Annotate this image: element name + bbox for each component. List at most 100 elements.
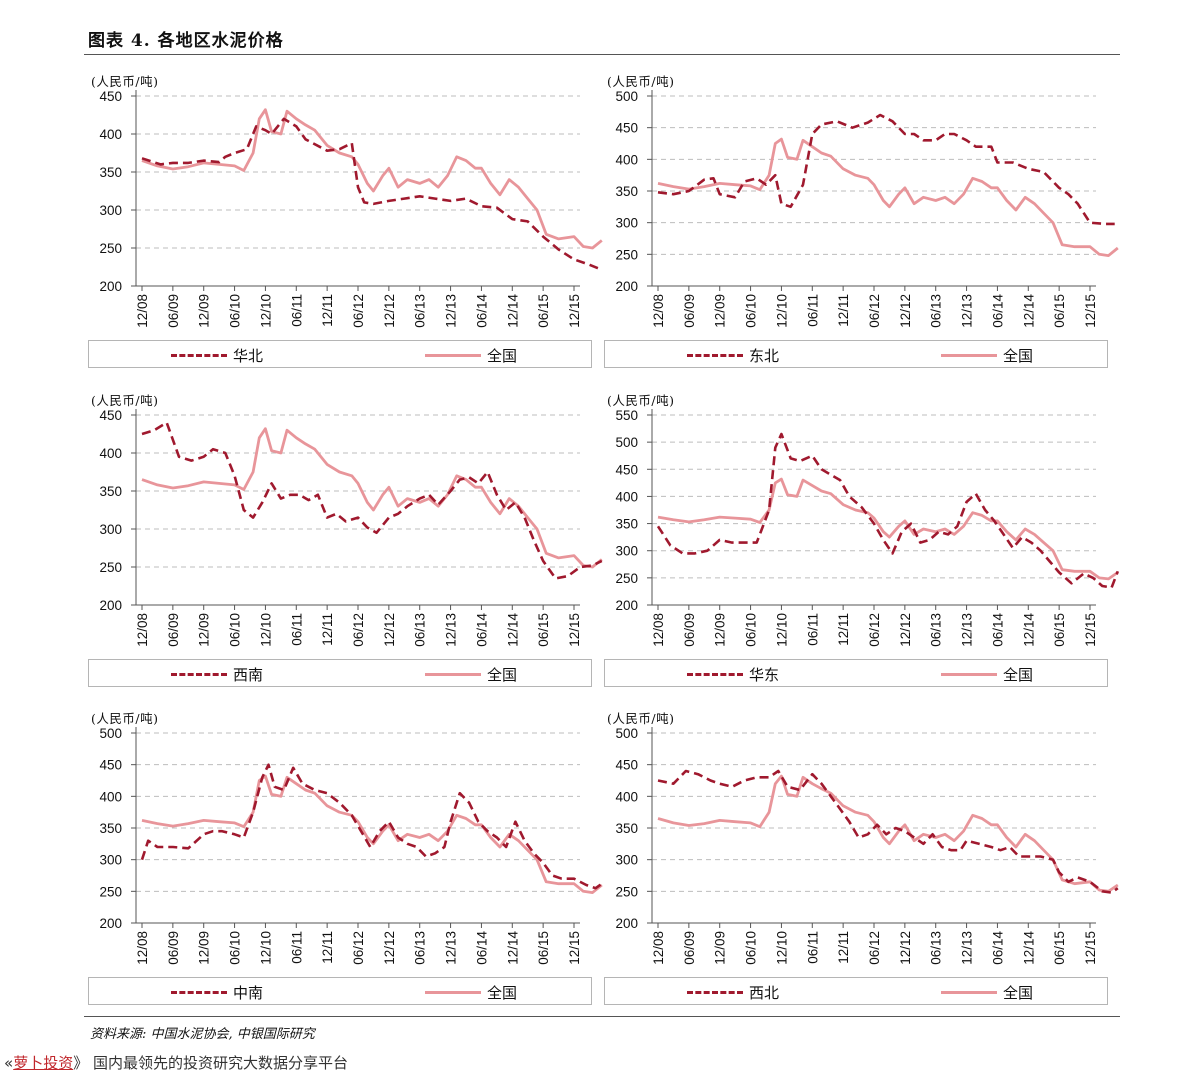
series-line-regional bbox=[657, 769, 1119, 894]
legend-label: 中南 bbox=[233, 984, 264, 1002]
x-tick-label: 06/10 bbox=[228, 294, 243, 328]
chart-panel-6: (人民币/吨) 200 250 300 350 400 450 500 12/08 06/09 12… bbox=[604, 705, 1119, 1005]
y-unit-label: (人民币/吨) bbox=[607, 393, 675, 408]
x-tick-label: 06/12 bbox=[351, 613, 366, 647]
y-tick-label: 500 bbox=[615, 726, 638, 741]
y-tick-label: 250 bbox=[99, 884, 122, 899]
series-line-national bbox=[657, 137, 1119, 257]
y-unit-label: (人民币/吨) bbox=[607, 74, 675, 89]
legend-swatch-solid bbox=[941, 991, 997, 994]
series-line-national bbox=[141, 774, 603, 894]
x-tick-label: 06/11 bbox=[805, 931, 820, 964]
x-tick-label: 06/09 bbox=[166, 294, 181, 328]
x-tick-label: 06/13 bbox=[413, 294, 428, 328]
chart-svg: 200 250 300 350 400 450 12/08 06/09 12/09 06/10 12… bbox=[99, 408, 603, 647]
y-tick-label: 350 bbox=[99, 821, 122, 836]
x-tick-label: 06/10 bbox=[228, 613, 243, 647]
y-tick-label: 250 bbox=[615, 571, 638, 586]
x-tick-label: 12/11 bbox=[320, 931, 335, 964]
x-tick-label: 12/13 bbox=[444, 931, 459, 965]
y-tick-label: 200 bbox=[615, 916, 638, 931]
x-tick-label: 12/10 bbox=[774, 613, 789, 647]
footer-link[interactable]: 萝卜投资 bbox=[13, 1054, 74, 1072]
legend-swatch-solid bbox=[425, 354, 481, 357]
y-unit-label: (人民币/吨) bbox=[91, 393, 159, 408]
y-tick-label: 500 bbox=[615, 89, 638, 104]
legend-label: 全国 bbox=[487, 347, 518, 365]
x-tick-label: 06/09 bbox=[682, 613, 697, 647]
x-tick-label: 12/13 bbox=[960, 294, 975, 328]
chart-svg: 200 250 300 350 400 450 500 12/08 06/09 12/09 06/1… bbox=[99, 726, 603, 965]
x-tick-label: 12/08 bbox=[135, 613, 150, 647]
x-tick-label: 12/08 bbox=[651, 613, 666, 647]
chart-svg: 200 250 300 350 400 450 12/08 06/09 12/09 06/10 12… bbox=[99, 89, 603, 328]
footer-text: 》 国内最领先的投资研究大数据分享平台 bbox=[73, 1054, 348, 1072]
legend-label: 东北 bbox=[749, 347, 780, 365]
y-tick-label: 200 bbox=[99, 916, 122, 931]
x-tick-label: 06/14 bbox=[990, 294, 1005, 328]
y-tick-label: 500 bbox=[99, 726, 122, 741]
legend-swatch-solid bbox=[425, 673, 481, 676]
legend-swatch-solid bbox=[425, 991, 481, 994]
legend-swatch-solid bbox=[941, 354, 997, 357]
y-tick-label: 300 bbox=[99, 522, 122, 537]
x-tick-label: 06/11 bbox=[289, 613, 304, 646]
legend-label: 全国 bbox=[1003, 984, 1034, 1002]
x-tick-label: 12/13 bbox=[444, 613, 459, 647]
y-tick-label: 400 bbox=[615, 789, 638, 804]
y-tick-label: 400 bbox=[99, 789, 122, 804]
x-tick-label: 12/15 bbox=[1083, 613, 1098, 647]
x-tick-label: 06/15 bbox=[1052, 294, 1067, 328]
x-tick-label: 06/10 bbox=[744, 294, 759, 328]
x-tick-label: 06/11 bbox=[805, 294, 820, 327]
y-tick-label: 200 bbox=[99, 598, 122, 613]
y-tick-label: 300 bbox=[615, 853, 638, 868]
chart-panel-2: (人民币/吨) 200 250 300 350 400 450 500 12/08 06/09 12… bbox=[604, 68, 1119, 368]
x-tick-label: 12/09 bbox=[197, 294, 212, 328]
x-tick-label: 12/15 bbox=[567, 931, 582, 965]
legend: 华北 全国 bbox=[88, 340, 592, 368]
source-rule bbox=[84, 1016, 1120, 1017]
legend-label: 全国 bbox=[487, 666, 518, 684]
y-tick-label: 300 bbox=[615, 544, 638, 559]
x-tick-label: 12/15 bbox=[1083, 294, 1098, 328]
y-tick-label: 400 bbox=[99, 127, 122, 142]
x-tick-label: 12/12 bbox=[898, 613, 913, 647]
chart-svg: 200 250 300 350 400 450 500 12/08 06/09 12/09 06/1… bbox=[615, 726, 1119, 965]
legend-swatch-dashed bbox=[687, 991, 743, 994]
x-tick-label: 06/12 bbox=[351, 931, 366, 965]
series-line-national bbox=[141, 427, 603, 569]
series-line-regional bbox=[140, 763, 603, 890]
x-tick-label: 12/15 bbox=[1083, 931, 1098, 965]
series-line-regional bbox=[141, 421, 603, 580]
x-tick-label: 12/15 bbox=[567, 613, 582, 647]
y-unit-label: (人民币/吨) bbox=[91, 74, 159, 89]
source-note: 资料来源: 中国水泥协会, 中银国际研究 bbox=[90, 1027, 315, 1042]
x-tick-label: 06/15 bbox=[1052, 613, 1067, 647]
x-tick-label: 06/11 bbox=[289, 294, 304, 327]
x-tick-label: 12/11 bbox=[836, 294, 851, 327]
x-tick-label: 06/14 bbox=[990, 931, 1005, 965]
x-tick-label: 06/13 bbox=[413, 613, 428, 647]
y-unit-label: (人民币/吨) bbox=[91, 711, 159, 726]
y-tick-label: 450 bbox=[615, 462, 638, 477]
x-tick-label: 06/11 bbox=[289, 931, 304, 964]
x-tick-label: 06/12 bbox=[867, 294, 882, 328]
x-tick-label: 06/12 bbox=[351, 294, 366, 328]
y-tick-label: 350 bbox=[615, 517, 638, 532]
y-tick-label: 200 bbox=[615, 598, 638, 613]
legend-label: 全国 bbox=[487, 984, 518, 1002]
y-tick-label: 250 bbox=[99, 560, 122, 575]
x-tick-label: 06/10 bbox=[744, 931, 759, 965]
x-tick-label: 12/14 bbox=[1021, 931, 1036, 965]
x-tick-label: 06/15 bbox=[536, 294, 551, 328]
legend-swatch-dashed bbox=[171, 354, 227, 357]
x-tick-label: 12/11 bbox=[320, 613, 335, 646]
x-tick-label: 06/13 bbox=[413, 931, 428, 965]
y-tick-label: 250 bbox=[615, 247, 638, 262]
x-tick-label: 12/11 bbox=[320, 294, 335, 327]
y-tick-label: 200 bbox=[99, 279, 122, 294]
chart-panel-4: (人民币/吨) 200 250 300 350 400 450 500 550 12/08 06/0… bbox=[604, 387, 1120, 687]
chart-svg: 200 250 300 350 400 450 500 12/08 06/09 12/09 06/1… bbox=[615, 89, 1119, 328]
x-tick-label: 12/10 bbox=[258, 931, 273, 965]
